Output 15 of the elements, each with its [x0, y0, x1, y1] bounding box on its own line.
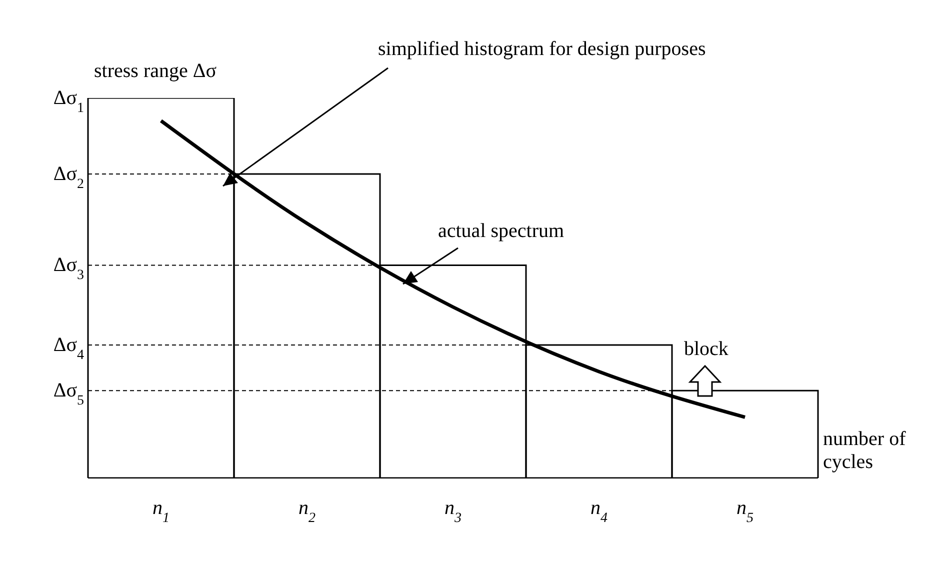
x-axis-title: number of cycles: [823, 428, 907, 474]
x-tick-label: n$_{2}$: [298, 497, 316, 526]
text: Δσ$_{5}$: [53, 380, 84, 408]
x-tick-label: n$_{4}$: [590, 497, 608, 526]
annotation: block: [684, 338, 728, 361]
x-tick-label: n$_{1}$: [152, 497, 170, 526]
text: Δσ$_{2}$: [53, 163, 84, 192]
text: Δσ$_{4}$: [53, 334, 84, 362]
y-axis-title: stress range Δσ: [94, 60, 216, 83]
annotation: actual spectrum: [438, 220, 564, 243]
text: Δσ$_{1}$: [53, 87, 84, 116]
text: Δσ$_{3}$: [53, 254, 84, 283]
x-tick-label: n$_{3}$: [444, 497, 462, 526]
text: simplified histogram for design purposes: [378, 38, 706, 61]
x-tick-label: n$_{5}$: [736, 497, 754, 526]
